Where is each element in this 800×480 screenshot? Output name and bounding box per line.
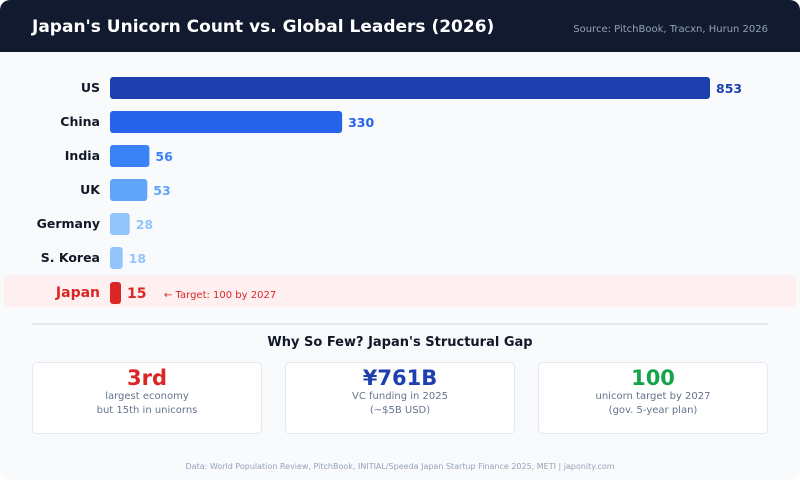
category-label: S. Korea (41, 250, 100, 265)
category-label: Japan (55, 285, 100, 301)
value-label: 15 (127, 286, 146, 302)
section-title: Why So Few? Japan's Structural Gap (267, 335, 533, 350)
bar-skorea (110, 247, 123, 269)
stat-card-economy: 3rd largest economy but 15th in unicorns (32, 362, 262, 434)
stat-value: ¥761B (362, 366, 438, 390)
stat-label: unicorn target by 2027 (595, 391, 711, 402)
value-label: 53 (153, 183, 170, 198)
footer-credits: Data: World Population Review, PitchBook… (185, 462, 615, 471)
value-label: 853 (716, 81, 742, 96)
stat-value: 100 (631, 366, 675, 390)
highlight-row (4, 275, 796, 307)
page-title: Japan's Unicorn Count vs. Global Leaders… (32, 17, 495, 37)
divider (32, 323, 768, 325)
stat-card-target: 100 unicorn target by 2027 (gov. 5-year … (538, 362, 768, 434)
category-label: India (65, 148, 100, 163)
stat-label: VC funding in 2025 (352, 391, 448, 402)
stat-card-vc-funding: ¥761B VC funding in 2025 (~$5B USD) (285, 362, 515, 434)
bar-chart: US 853 China 330 India 56 UK 53 Germany 28 S. Kore… (4, 77, 796, 307)
target-annotation: ← Target: 100 by 2027 (164, 290, 276, 301)
category-label: China (60, 114, 100, 129)
value-label: 56 (155, 149, 173, 164)
bar-china (110, 111, 343, 133)
value-label: 28 (136, 217, 153, 232)
bar-japan (110, 282, 121, 304)
stat-label: largest economy (105, 391, 189, 402)
category-label: UK (80, 182, 101, 197)
bar-india (110, 145, 150, 167)
stat-label: (~$5B USD) (369, 405, 431, 416)
value-label: 18 (129, 251, 146, 266)
bar-uk (110, 179, 148, 201)
stat-value: 3rd (126, 366, 167, 390)
value-label: 330 (348, 115, 374, 130)
header: Japan's Unicorn Count vs. Global Leaders… (0, 0, 800, 52)
bar-germany (110, 213, 130, 235)
category-label: Germany (37, 216, 100, 231)
bar-us (110, 77, 710, 99)
stat-label: but 15th in unicorns (96, 405, 198, 416)
source-note: Source: PitchBook, Tracxn, Hurun 2026 (573, 24, 768, 35)
stat-label: (gov. 5-year plan) (608, 405, 698, 416)
category-label: US (81, 80, 100, 95)
